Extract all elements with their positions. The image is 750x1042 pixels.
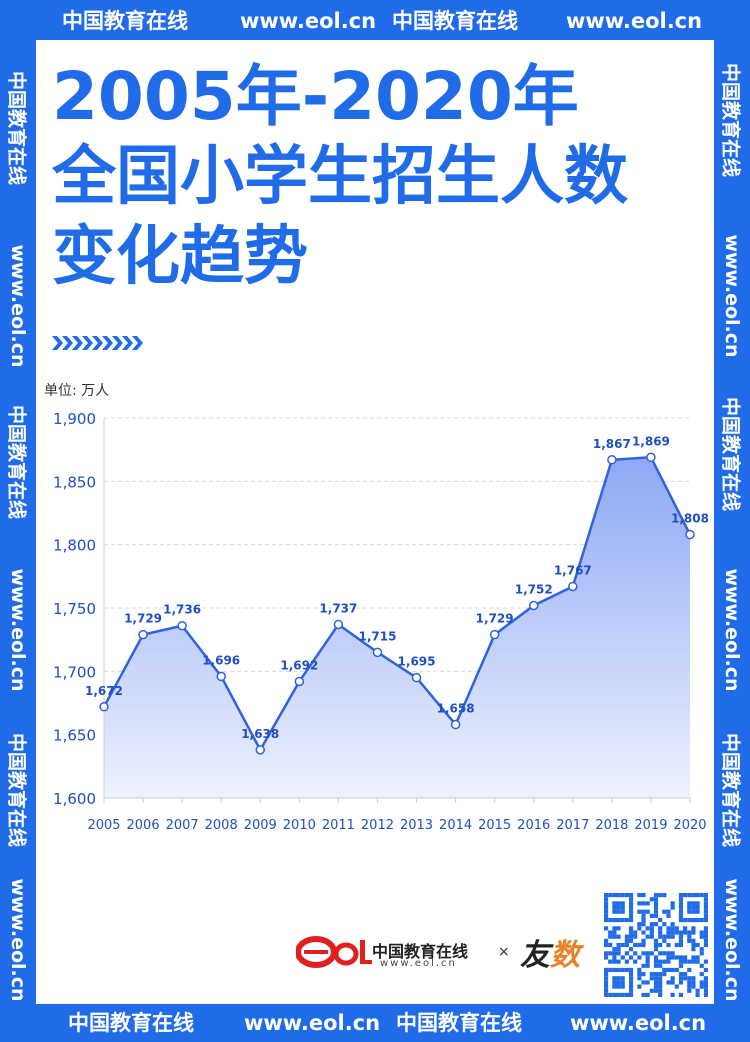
y-tick-label: 1,650 — [53, 727, 96, 745]
border-brand-text: 中国教育在线 — [396, 1011, 522, 1035]
x-tick-label: 2009 — [244, 818, 277, 833]
border-url-text: www.eol.cn — [566, 9, 703, 33]
series-line — [102, 455, 692, 753]
data-point — [646, 452, 656, 463]
data-point — [607, 455, 617, 465]
footer-brand-name: 中国教育在线 — [372, 942, 469, 961]
data-label: 1,729 — [124, 612, 162, 626]
data-label: 1,696 — [202, 653, 240, 667]
y-tick-label: 1,600 — [53, 790, 96, 808]
footer-separator: × — [498, 944, 510, 960]
data-label: 1,752 — [515, 582, 553, 596]
data-label: 1,869 — [632, 434, 670, 448]
data-label: 1,692 — [280, 658, 318, 672]
data-point — [411, 672, 422, 683]
chevron-arrows-icon — [52, 336, 143, 350]
border-brand-text: 中国教育在线 — [62, 9, 188, 33]
data-point — [372, 647, 383, 658]
x-tick-label: 2015 — [478, 818, 511, 833]
data-point — [99, 702, 109, 712]
border-brand-text: 中国教育在线 — [68, 1011, 194, 1035]
x-tick-label: 2007 — [166, 818, 199, 833]
data-label: 1,638 — [241, 727, 279, 741]
x-tick-label: 2018 — [595, 818, 628, 833]
y-tick-label: 1,850 — [53, 473, 96, 491]
data-label: 1,736 — [163, 603, 201, 617]
border-brand-text: 中国教育在线 — [392, 9, 518, 33]
border-url-text: www.eol.cn — [240, 9, 377, 33]
bottom-border-band: 中国教育在线 www.eol.cn 中国教育在线 www.eol.cn — [0, 1010, 750, 1036]
x-tick-label: 2011 — [322, 818, 355, 833]
x-tick-label: 2013 — [400, 818, 433, 833]
data-label: 1,695 — [398, 655, 436, 669]
data-label: 1,737 — [319, 601, 357, 615]
data-label: 1,808 — [671, 512, 709, 526]
x-tick-label: 2008 — [205, 818, 238, 833]
x-tick-label: 2019 — [634, 818, 667, 833]
data-point — [333, 619, 344, 630]
border-url-text: www.eol.cn — [244, 1011, 381, 1035]
partner-logo: 友数 — [520, 938, 580, 973]
data-point — [528, 600, 539, 611]
data-point — [294, 676, 305, 687]
x-tick-label: 2020 — [673, 818, 706, 833]
x-tick-label: 2016 — [517, 818, 550, 833]
data-label: 1,672 — [85, 684, 123, 698]
data-point — [255, 745, 266, 755]
footer-brand-url: www.eol.cn — [380, 958, 457, 969]
x-tick-label: 2014 — [439, 818, 472, 833]
data-point — [685, 529, 695, 540]
x-tick-label: 2012 — [361, 818, 394, 833]
data-point — [450, 719, 461, 730]
data-point — [138, 629, 148, 640]
y-tick-label: 1,900 — [53, 410, 96, 428]
data-point — [216, 671, 226, 682]
eol-logo-icon — [296, 936, 372, 968]
y-tick-label: 1,700 — [53, 663, 96, 681]
qr-code-icon[interactable] — [604, 893, 708, 997]
x-tick-label: 2010 — [283, 818, 316, 833]
y-tick-label: 1,800 — [53, 537, 96, 555]
data-point — [489, 629, 500, 640]
data-label: 1,767 — [554, 563, 592, 577]
title-line-1: 2005年-2020年 — [52, 58, 579, 135]
border-url-text: www.eol.cn — [570, 1011, 707, 1035]
data-point — [568, 581, 578, 592]
data-label: 1,729 — [476, 612, 514, 626]
data-point — [177, 620, 187, 631]
x-tick-label: 2017 — [556, 818, 589, 833]
data-label: 1,715 — [358, 629, 396, 643]
data-label: 1,867 — [593, 437, 631, 451]
area-fill — [104, 457, 690, 798]
title-line-3: 变化趋势 — [52, 220, 308, 294]
title-line-2: 全国小学生招生人数 — [52, 140, 628, 214]
top-border-band: 中国教育在线 www.eol.cn 中国教育在线 www.eol.cn — [0, 8, 750, 34]
unit-label: 单位: 万人 — [44, 383, 110, 399]
x-tick-label: 2005 — [87, 818, 120, 833]
y-tick-label: 1,750 — [53, 600, 96, 618]
data-label: 1,658 — [437, 702, 475, 716]
x-tick-label: 2006 — [127, 818, 160, 833]
